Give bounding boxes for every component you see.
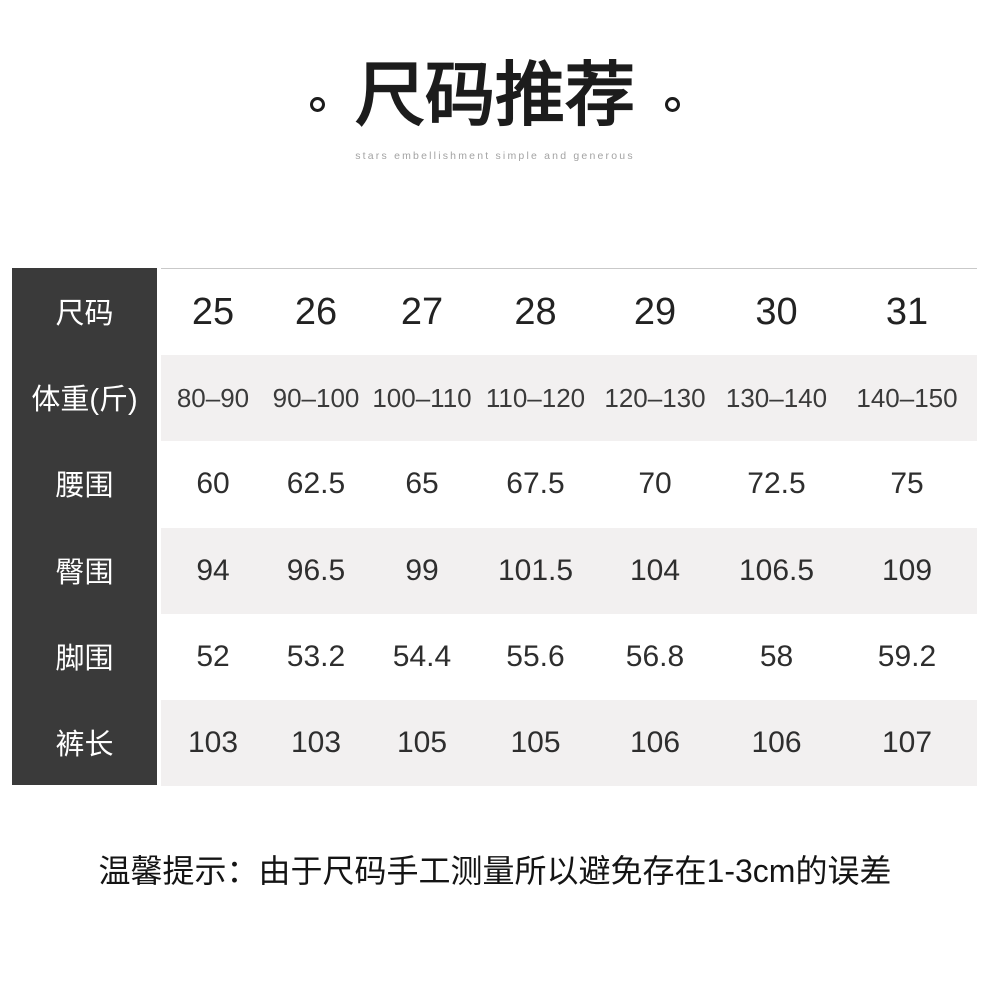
table-cell: 60 — [196, 467, 230, 501]
table-cell: 67.5 — [506, 467, 565, 501]
row-label-pants-length: 裤长 — [55, 728, 114, 761]
disclaimer-note: 温馨提示：由于尺码手工测量所以避免存在1-3cm的误差 — [98, 853, 892, 889]
table-row-hip: 94 96.5 99 101.5 104 106.5 109 — [161, 527, 977, 614]
table-cell: 56.8 — [625, 639, 685, 673]
table-cell: 106.5 — [738, 553, 815, 587]
decorative-circle-right — [665, 96, 680, 112]
table-cell: 130–140 — [725, 382, 828, 413]
table-cell: 110–120 — [485, 382, 586, 413]
table-cell: 27 — [400, 290, 444, 333]
table-cell: 120–130 — [604, 382, 706, 413]
table-cell: 58 — [759, 639, 794, 673]
table-cell: 53.2 — [286, 639, 346, 673]
table-cell: 105 — [396, 725, 448, 759]
table-cell: 54.4 — [392, 639, 452, 673]
row-label-hip: 臀围 — [55, 556, 114, 589]
row-label-size: 尺码 — [55, 298, 114, 331]
row-label-leg-opening: 脚围 — [55, 642, 114, 675]
table-cell: 55.6 — [506, 639, 565, 673]
table-cell: 106 — [629, 725, 681, 759]
table-cell: 94 — [196, 553, 230, 587]
table-cell: 25 — [191, 290, 235, 333]
table-cell: 96.5 — [286, 553, 346, 587]
row-label-waist: 腰围 — [55, 470, 114, 503]
table-cell: 90–100 — [272, 382, 360, 413]
table-cell: 80–90 — [176, 382, 250, 413]
decorative-circle-left — [310, 96, 325, 112]
table-cell: 62.5 — [286, 467, 346, 501]
table-cell: 104 — [629, 553, 681, 587]
table-cell: 105 — [510, 725, 561, 759]
page-subtitle: stars embellishment simple and generous — [355, 150, 635, 162]
table-cell: 100–110 — [372, 382, 472, 413]
table-cell: 109 — [881, 553, 933, 587]
row-label-weight: 体重(斤) — [31, 384, 138, 417]
table-row-pants-length: 103 103 105 105 106 106 107 — [161, 699, 977, 787]
table-cell: 30 — [755, 290, 798, 333]
table-row-waist: 60 62.5 65 67.5 70 72.5 75 — [161, 441, 977, 527]
table-cell: 59.2 — [877, 639, 937, 673]
table-cell: 107 — [881, 725, 933, 759]
size-table-data: 25 26 27 28 29 30 31 80–90 90–100 100–11… — [161, 268, 977, 787]
table-cell: 26 — [294, 290, 338, 333]
table-cell: 29 — [633, 290, 677, 333]
table-cell: 52 — [196, 639, 230, 673]
table-row-weight: 80–90 90–100 100–110 110–120 120–130 130… — [161, 355, 977, 442]
size-table: 尺码 体重(斤) 腰围 臀围 脚围 裤长 25 26 27 28 29 30 3… — [12, 268, 977, 787]
table-cell: 99 — [405, 553, 439, 587]
table-cell: 106 — [751, 725, 802, 759]
table-cell: 101.5 — [497, 553, 574, 587]
table-cell: 75 — [890, 467, 924, 501]
page-title: 尺码推荐 — [355, 56, 635, 134]
table-cell: 28 — [514, 290, 557, 333]
table-cell: 103 — [187, 725, 239, 759]
table-cell: 31 — [885, 290, 929, 333]
table-cell: 103 — [290, 725, 342, 759]
size-table-label-column: 尺码 体重(斤) 腰围 臀围 脚围 裤长 — [12, 268, 157, 785]
table-cell: 65 — [405, 467, 439, 501]
table-cell: 72.5 — [747, 467, 806, 501]
page-header: 尺码推荐 — [0, 0, 990, 130]
table-row-size: 25 26 27 28 29 30 31 — [161, 269, 977, 355]
table-row-leg-opening: 52 53.2 54.4 55.6 56.8 58 59.2 — [161, 614, 977, 700]
table-cell: 70 — [638, 467, 672, 501]
table-cell: 140–150 — [856, 382, 958, 413]
